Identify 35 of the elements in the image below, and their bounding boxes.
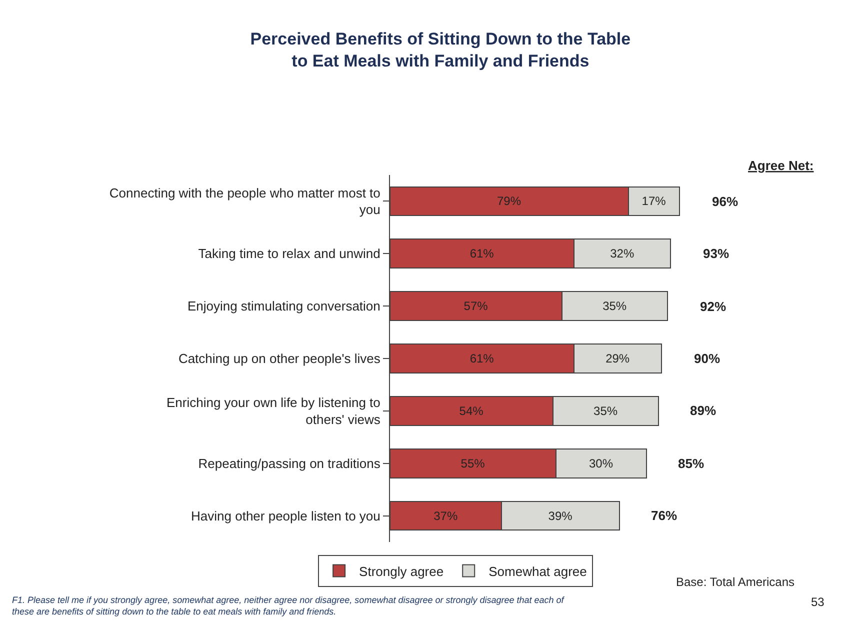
data-label: 55%	[460, 456, 486, 470]
total-label: 96%	[712, 194, 738, 209]
y-tick-label: Having other people listen to you	[191, 508, 380, 524]
data-label: 30%	[588, 456, 614, 470]
text: F1. Please tell me if you strongly agree, somewhat agree, neither agree nor disagree, somewhat disagree or strongly disagree that each of these are benefits of sitting down to the table to eat meals with family and friends.	[12, 595, 566, 617]
data-label: 57%	[464, 299, 488, 314]
total-label: 93%	[703, 246, 730, 261]
y-tick-label: Enriching your own life by listening to others' views	[166, 395, 381, 427]
y-tick-label: Taking time to relax and unwind	[198, 246, 380, 262]
legend-label: Somewhat agree	[488, 564, 587, 579]
total-label: 92%	[700, 299, 726, 314]
text: 53	[811, 595, 825, 609]
total-label: 76%	[651, 508, 678, 523]
data-label: 61%	[470, 246, 494, 261]
total-label: 85%	[678, 456, 704, 471]
total-label: 89%	[690, 403, 716, 418]
text: Base: Total Americans	[676, 575, 795, 589]
data-label: 17%	[642, 194, 666, 208]
y-tick-label: Repeating/passing on traditions	[198, 456, 381, 471]
data-label: 35%	[602, 299, 627, 314]
data-label: 29%	[606, 352, 630, 366]
y-tick-label: Connecting with the people who matter most to you	[109, 185, 380, 218]
data-label: 37%	[434, 508, 458, 523]
legend-label: Strongly agree	[359, 564, 444, 579]
total-label: 90%	[694, 351, 720, 366]
data-label: 39%	[548, 508, 573, 523]
data-label: 54%	[459, 404, 484, 418]
y-tick-label: Catching up on other people's lives	[178, 351, 381, 366]
chart-title: Perceived Benefits of Sitting Down to the Table to Eat Meals with Family and Friends	[250, 30, 631, 71]
data-label: 79%	[496, 194, 522, 208]
data-label: 32%	[610, 246, 634, 261]
data-label: 35%	[594, 404, 618, 418]
y-tick-label: Enjoying stimulating conversation	[187, 298, 380, 314]
data-label: 61%	[470, 352, 494, 366]
text: Agree Net:	[748, 158, 814, 173]
